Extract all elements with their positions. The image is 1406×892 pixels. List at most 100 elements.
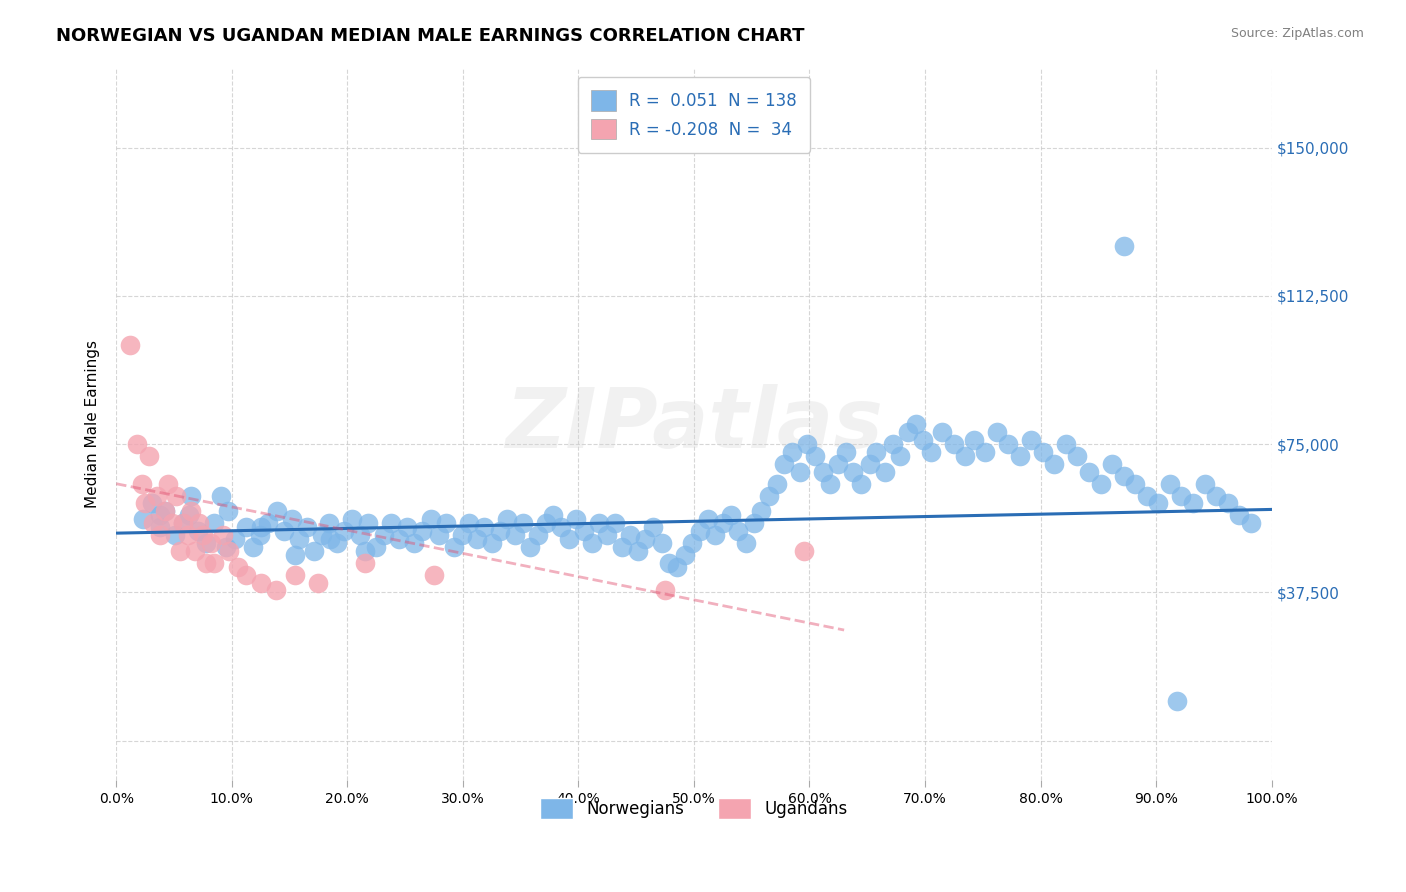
- Point: [149, 508, 172, 523]
- Point: [596, 528, 619, 542]
- Point: [172, 516, 194, 531]
- Point: [550, 520, 572, 534]
- Legend: Norwegians, Ugandans: Norwegians, Ugandans: [533, 792, 855, 825]
- Point: [1101, 457, 1123, 471]
- Point: [1227, 508, 1250, 523]
- Point: [703, 528, 725, 542]
- Point: [796, 437, 818, 451]
- Point: [897, 425, 920, 440]
- Point: [851, 476, 873, 491]
- Point: [558, 532, 581, 546]
- Point: [696, 512, 718, 526]
- Point: [689, 524, 711, 538]
- Point: [1112, 468, 1135, 483]
- Point: [882, 437, 904, 451]
- Point: [1112, 239, 1135, 253]
- Point: [211, 528, 233, 542]
- Point: [827, 457, 849, 471]
- Point: [457, 516, 479, 531]
- Point: [842, 465, 865, 479]
- Point: [195, 536, 218, 550]
- Point: [1166, 694, 1188, 708]
- Point: [215, 540, 238, 554]
- Point: [997, 437, 1019, 451]
- Point: [224, 532, 246, 546]
- Point: [588, 516, 610, 531]
- Point: [749, 504, 772, 518]
- Point: [295, 520, 318, 534]
- Point: [195, 556, 218, 570]
- Point: [266, 504, 288, 518]
- Point: [651, 536, 673, 550]
- Point: [380, 516, 402, 531]
- Point: [120, 338, 142, 352]
- Point: [489, 524, 512, 538]
- Point: [366, 540, 388, 554]
- Point: [519, 540, 541, 554]
- Point: [404, 536, 426, 550]
- Point: [735, 536, 758, 550]
- Point: [581, 536, 603, 550]
- Point: [125, 437, 148, 451]
- Point: [157, 476, 180, 491]
- Point: [204, 516, 226, 531]
- Point: [481, 536, 503, 550]
- Point: [311, 528, 333, 542]
- Point: [1136, 489, 1159, 503]
- Point: [974, 445, 997, 459]
- Point: [319, 532, 342, 546]
- Point: [773, 457, 796, 471]
- Point: [1182, 496, 1205, 510]
- Point: [986, 425, 1008, 440]
- Point: [131, 476, 153, 491]
- Point: [427, 528, 450, 542]
- Point: [242, 540, 264, 554]
- Point: [235, 520, 257, 534]
- Text: Source: ZipAtlas.com: Source: ZipAtlas.com: [1230, 27, 1364, 40]
- Point: [235, 567, 257, 582]
- Point: [264, 583, 287, 598]
- Point: [153, 504, 176, 518]
- Point: [858, 457, 880, 471]
- Point: [217, 504, 239, 518]
- Point: [1078, 465, 1101, 479]
- Point: [187, 524, 209, 538]
- Point: [541, 508, 564, 523]
- Point: [249, 520, 271, 534]
- Point: [209, 489, 232, 503]
- Point: [396, 520, 419, 534]
- Point: [512, 516, 534, 531]
- Point: [172, 516, 194, 531]
- Point: [180, 504, 202, 518]
- Point: [605, 516, 627, 531]
- Point: [184, 544, 207, 558]
- Point: [200, 536, 222, 550]
- Point: [889, 449, 911, 463]
- Point: [284, 548, 307, 562]
- Point: [942, 437, 965, 451]
- Point: [1147, 496, 1170, 510]
- Point: [1240, 516, 1263, 531]
- Point: [727, 524, 749, 538]
- Point: [804, 449, 827, 463]
- Point: [284, 567, 307, 582]
- Point: [333, 524, 356, 538]
- Point: [720, 508, 742, 523]
- Point: [1043, 457, 1066, 471]
- Point: [388, 532, 411, 546]
- Point: [177, 508, 200, 523]
- Point: [349, 528, 371, 542]
- Point: [188, 516, 211, 531]
- Point: [443, 540, 465, 554]
- Point: [318, 516, 340, 531]
- Point: [1019, 434, 1042, 448]
- Point: [177, 528, 200, 542]
- Point: [789, 465, 811, 479]
- Point: [873, 465, 896, 479]
- Point: [204, 556, 226, 570]
- Point: [1123, 476, 1146, 491]
- Point: [793, 544, 815, 558]
- Point: [1054, 437, 1077, 451]
- Point: [226, 559, 249, 574]
- Point: [634, 532, 657, 546]
